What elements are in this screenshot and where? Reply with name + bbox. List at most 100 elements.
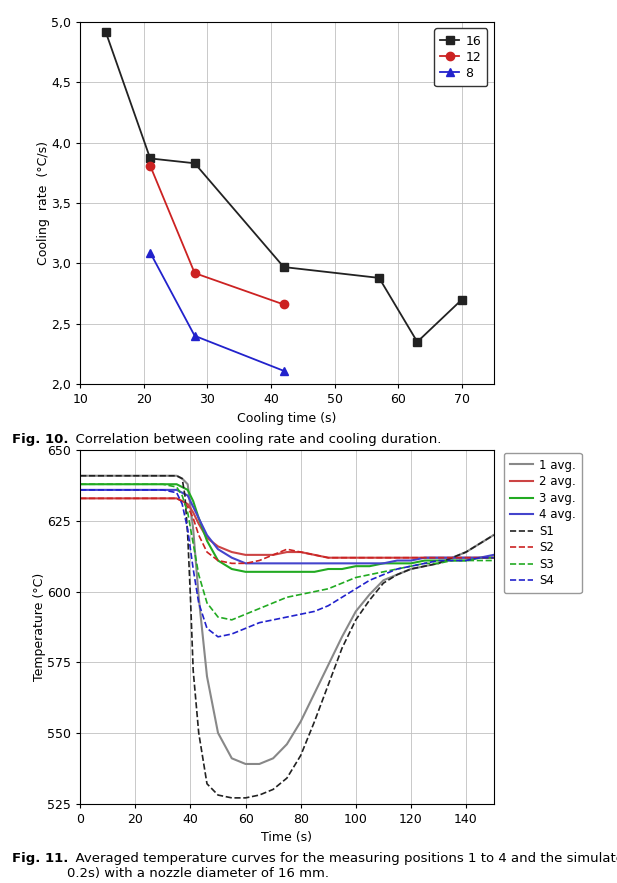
S1 [283, 773, 291, 783]
16 [146, 153, 154, 163]
4 avg. [195, 513, 202, 524]
S2 [297, 547, 304, 557]
16 [280, 261, 288, 272]
4 avg. [394, 555, 401, 566]
3 avg. [421, 555, 428, 566]
S2 [462, 553, 470, 563]
3 avg. [184, 485, 191, 495]
3 avg. [490, 553, 497, 563]
S2 [352, 553, 360, 563]
12 [280, 299, 288, 310]
S1 [255, 789, 263, 800]
S1 [366, 595, 373, 606]
S1 [462, 547, 470, 557]
S1 [146, 471, 153, 481]
3 avg. [311, 567, 318, 577]
S4 [270, 615, 277, 625]
3 avg. [476, 553, 484, 563]
S2 [407, 553, 415, 563]
S2 [146, 493, 153, 503]
2 avg. [297, 547, 304, 557]
3 avg. [435, 555, 442, 566]
3 avg. [449, 555, 456, 566]
2 avg. [118, 493, 125, 503]
S1 [195, 728, 202, 738]
2 avg. [421, 553, 428, 563]
3 avg. [159, 479, 167, 489]
S4 [297, 609, 304, 620]
S4 [490, 553, 497, 563]
12 [146, 161, 154, 171]
3 avg. [189, 496, 197, 507]
S3 [325, 584, 332, 594]
1 avg. [449, 553, 456, 563]
S4 [283, 612, 291, 623]
4 avg. [214, 544, 222, 555]
3 avg. [297, 567, 304, 577]
1 avg. [297, 716, 304, 727]
Text: Averaged temperature curves for the measuring positions 1 to 4 and the simulated: Averaged temperature curves for the meas… [67, 852, 617, 880]
4 avg. [270, 558, 277, 569]
8 [146, 247, 154, 258]
3 avg. [462, 555, 470, 566]
1 avg. [476, 539, 484, 549]
S2 [195, 530, 202, 540]
S4 [178, 499, 186, 509]
1 avg. [178, 473, 186, 484]
Line: S3: S3 [80, 484, 494, 620]
1 avg. [104, 471, 112, 481]
1 avg. [189, 525, 197, 535]
S2 [159, 493, 167, 503]
1 avg. [214, 728, 222, 738]
2 avg. [104, 493, 112, 503]
8 [191, 330, 199, 341]
S2 [255, 555, 263, 566]
S1 [449, 553, 456, 563]
S3 [490, 555, 497, 566]
4 avg. [283, 558, 291, 569]
S1 [490, 530, 497, 540]
2 avg. [325, 553, 332, 563]
S3 [214, 612, 222, 623]
S1 [104, 471, 112, 481]
2 avg. [203, 532, 210, 543]
S1 [270, 784, 277, 795]
S3 [270, 598, 277, 608]
S4 [195, 598, 202, 608]
S4 [311, 606, 318, 616]
2 avg. [352, 553, 360, 563]
Line: 2 avg.: 2 avg. [80, 498, 494, 558]
2 avg. [77, 493, 84, 503]
S4 [90, 485, 97, 495]
3 avg. [173, 479, 180, 489]
1 avg. [366, 589, 373, 600]
2 avg. [435, 553, 442, 563]
S3 [435, 558, 442, 569]
S4 [325, 600, 332, 611]
1 avg. [490, 530, 497, 540]
S4 [338, 592, 346, 602]
S4 [435, 555, 442, 566]
S4 [394, 563, 401, 574]
S3 [449, 555, 456, 566]
S2 [214, 555, 222, 566]
1 avg. [435, 558, 442, 569]
S4 [242, 623, 249, 634]
4 avg. [178, 487, 186, 498]
4 avg. [379, 558, 387, 569]
S2 [173, 493, 180, 503]
S3 [407, 561, 415, 571]
Line: 16: 16 [101, 27, 466, 346]
16 [413, 336, 421, 347]
S4 [214, 631, 222, 642]
S3 [297, 589, 304, 600]
S2 [104, 493, 112, 503]
Text: Fig. 10.: Fig. 10. [12, 433, 69, 446]
16 [375, 273, 383, 283]
Y-axis label: Cooling  rate  (°C/s): Cooling rate (°C/s) [37, 141, 50, 265]
S4 [77, 485, 84, 495]
S3 [173, 482, 180, 493]
Line: 3 avg.: 3 avg. [80, 484, 494, 572]
S3 [203, 598, 210, 608]
4 avg. [421, 553, 428, 563]
